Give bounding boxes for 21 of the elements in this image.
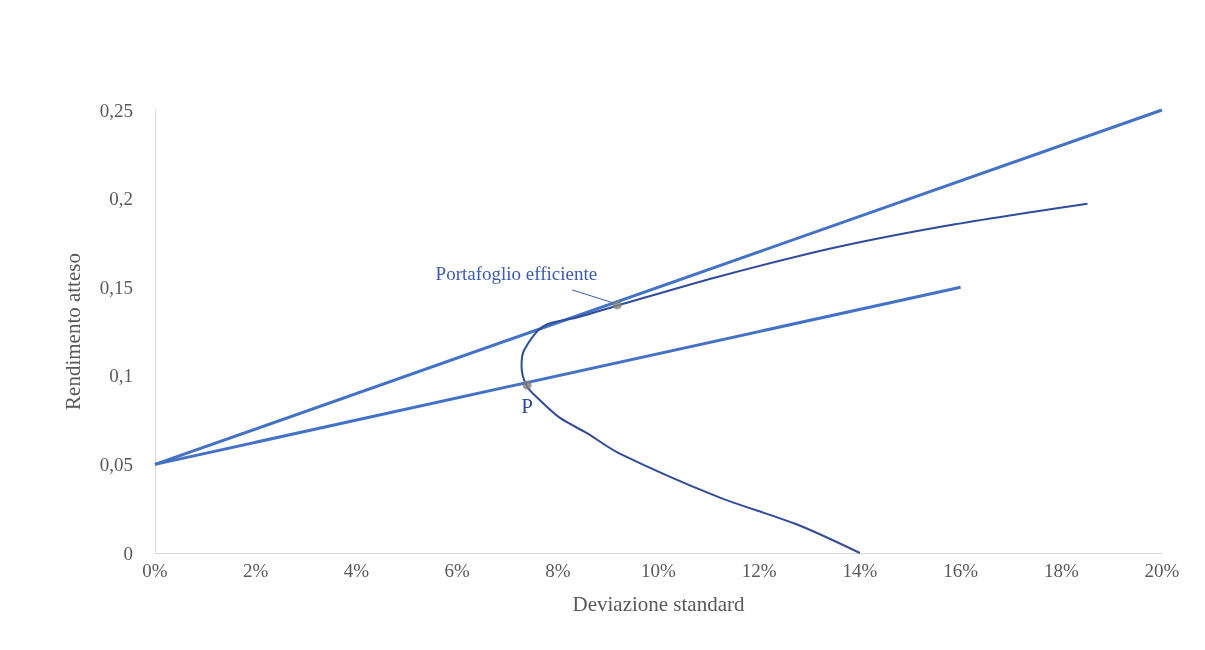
- y-tick-label: 0,2: [109, 188, 133, 210]
- x-tick-label: 6%: [444, 560, 470, 581]
- x-tick-label: 4%: [343, 560, 370, 581]
- x-tick-label: 10%: [641, 560, 677, 581]
- annotation: Portafoglio efficiente: [435, 262, 598, 284]
- x-tick-label: 0%: [142, 560, 168, 581]
- x-tick-label: 20%: [1144, 560, 1180, 581]
- y-tick-label: 0,1: [109, 365, 133, 387]
- annotation: P: [521, 393, 533, 418]
- x-tick-label: 16%: [943, 560, 979, 581]
- y-axis-title: Rendimento atteso: [60, 253, 85, 410]
- x-tick-label: 14%: [842, 560, 878, 581]
- x-tick-label: 18%: [1043, 560, 1079, 581]
- x-tick-label: 2%: [243, 560, 269, 581]
- x-tick-label: 8%: [545, 560, 571, 581]
- y-tick-label: 0: [123, 542, 133, 564]
- x-axis-title: Deviazione standard: [572, 591, 745, 616]
- y-tick-label: 0,15: [99, 276, 133, 298]
- x-tick-label: 12%: [741, 560, 777, 581]
- y-tick-label: 0,25: [99, 99, 133, 121]
- y-tick-label: 0,05: [99, 453, 133, 475]
